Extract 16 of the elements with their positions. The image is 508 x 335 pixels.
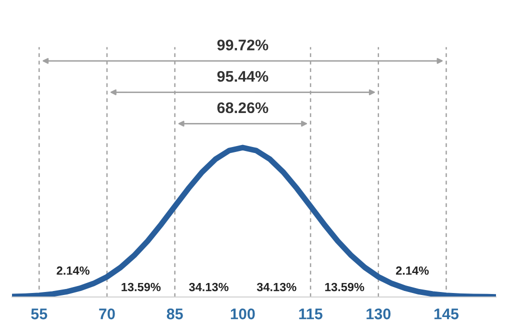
annotation: 13.59% xyxy=(122,282,161,292)
x-tick-label: 100 xyxy=(230,308,255,320)
annotation: 13.59% xyxy=(325,282,364,292)
annotation: 2.14% xyxy=(396,266,429,275)
x-tick-label: 70 xyxy=(99,308,115,320)
annotation: 2.14% xyxy=(56,266,90,275)
annotation: 34.13% xyxy=(189,282,228,292)
x-tick-label: 85 xyxy=(166,308,183,320)
x-tick-label: 145 xyxy=(434,308,459,320)
text: 99.72% xyxy=(217,40,268,50)
x-tick-label: 115 xyxy=(299,308,322,320)
text: 68.26% xyxy=(217,102,268,114)
x-tick-label: 55 xyxy=(31,308,48,320)
text: 95.44% xyxy=(217,70,268,82)
x-tick-label: 130 xyxy=(366,308,391,320)
annotation: 34.13% xyxy=(256,282,296,292)
